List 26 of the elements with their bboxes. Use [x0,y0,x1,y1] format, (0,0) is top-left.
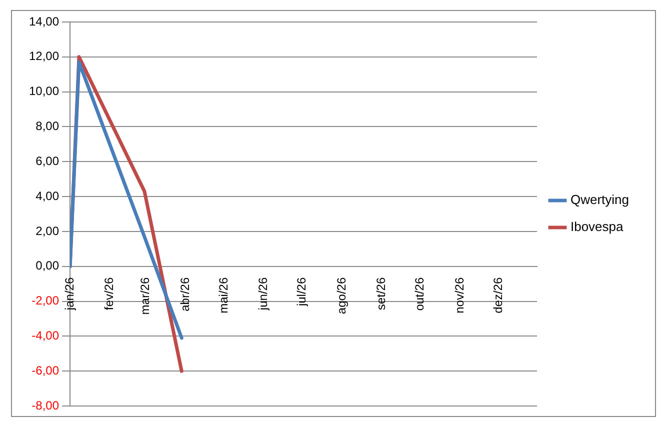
x-tick-label: jul/26 [294,277,309,308]
y-tick-label: -6,00 [32,363,60,378]
y-tick-label: 4,00 [36,188,60,203]
y-tick-label: 0,00 [36,258,60,273]
x-tick-label: fev/26 [102,277,116,310]
x-tick-label: mar/26 [138,277,152,315]
x-tick-label: nov/26 [452,277,466,314]
y-tick-label: -8,00 [32,398,60,412]
x-tick-label: jan/26 [62,277,76,312]
y-tick-label: 12,00 [29,49,60,64]
x-tick-label: mai/26 [216,277,230,314]
y-tick-label: 14,00 [29,14,60,28]
y-tick-label: 10,00 [29,84,60,98]
legend-label: Qwertying [570,192,630,208]
legend-label: Ibovespa [570,219,624,234]
x-tick-label: dez/26 [490,277,505,314]
y-tick-label: 6,00 [36,154,60,168]
x-tick-label: out/26 [412,277,427,311]
y-tick-label: -2,00 [32,294,60,308]
x-tick-label: jun/26 [256,277,270,312]
y-tick-label: 8,00 [36,119,60,134]
x-tick-label: set/26 [374,277,388,310]
x-tick-label: ago/26 [334,277,348,314]
y-tick-label: -4,00 [32,328,60,342]
y-tick-label: 2,00 [36,224,60,238]
x-tick-label: abr/26 [178,277,192,312]
